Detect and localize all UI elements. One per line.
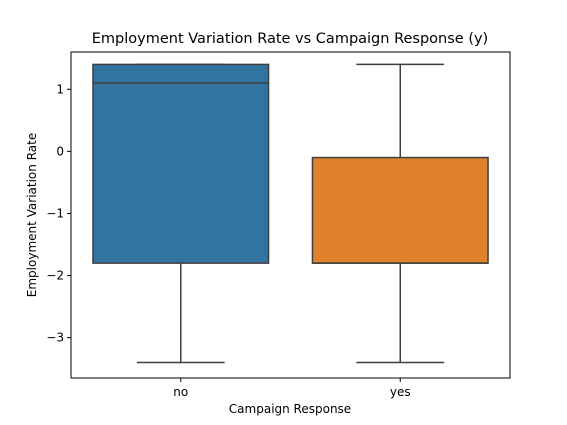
x-axis: no yes xyxy=(173,378,411,399)
y-tick-label: −1 xyxy=(46,206,64,220)
x-tick-label-yes: yes xyxy=(390,385,411,399)
iqr-box xyxy=(92,63,270,264)
y-axis-label: Employment Variation Rate xyxy=(25,133,39,297)
box-no xyxy=(92,63,270,364)
axes-frame xyxy=(70,51,511,379)
iqr-box xyxy=(311,156,489,264)
y-tick-label: −3 xyxy=(46,331,64,345)
box-yes xyxy=(311,63,489,364)
y-tick-label: 1 xyxy=(56,82,64,96)
plot-area xyxy=(92,63,489,364)
chart-title: Employment Variation Rate vs Campaign Re… xyxy=(92,31,488,47)
x-tick-label-no: no xyxy=(173,385,188,399)
y-tick-label: −2 xyxy=(46,269,64,283)
y-tick-label: 0 xyxy=(56,144,64,158)
y-axis: 1 0 −1 −2 −3 xyxy=(46,82,71,345)
x-axis-label: Campaign Response xyxy=(229,402,351,416)
